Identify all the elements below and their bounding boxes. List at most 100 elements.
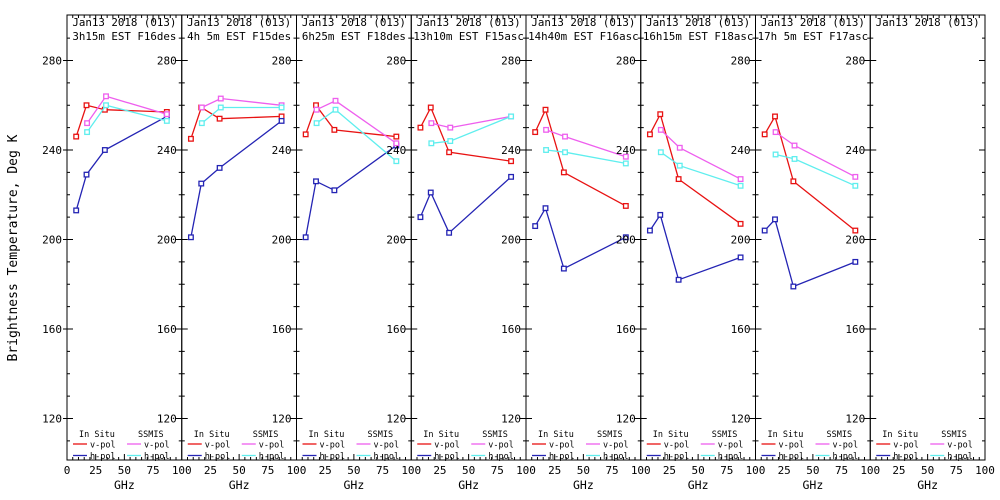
x-axis-title: GHz [573,478,594,492]
legend-insitu-header: In Situ [538,430,574,440]
y-tick-label: 240 [42,144,62,157]
x-tick-label: 50 [806,464,819,477]
x-tick-label: 25 [319,464,332,477]
y-tick-label: 280 [386,54,406,67]
legend-vpol-label: v-pol [549,441,575,451]
series-ssmis-v-pol-marker [543,126,550,133]
y-tick-label: 120 [845,412,865,425]
series-in-situ-h-pol-marker [737,254,744,261]
series-ssmis-v-pol-marker [393,140,400,147]
legend-hpol-label: h-pol [893,452,919,462]
panel-1: 120 160 200 240 280 0 25 50 75 100 GHz In Situ SSMIS… [42,14,192,492]
series-ssmis-h-pol-marker [332,106,339,113]
series-ssmis-h-pol-marker [278,104,285,111]
x-tick-label: 100 [516,464,536,477]
series-ssmis-h-pol-marker [737,182,744,189]
legend-insitu-header: In Situ [653,430,689,440]
x-tick-label: 25 [663,464,676,477]
series-in-situ-h-pol-line [419,176,512,234]
legend-hpol-label: h-pol [718,452,744,462]
series-in-situ-v-pol-marker [331,126,338,133]
y-tick-label: 160 [731,323,751,336]
legend-vpol-label: v-pol [434,441,460,451]
y-tick-label: 280 [616,54,636,67]
series-in-situ-v-pol-marker [790,178,797,185]
x-tick-label: 0 [64,464,71,477]
y-tick-label: 240 [501,144,521,157]
legend-vpol-label: v-pol [603,441,629,451]
x-tick-label: 50 [118,464,131,477]
series-in-situ-h-pol-marker [278,117,285,124]
y-tick-label: 120 [386,412,406,425]
series-in-situ-v-pol-line [190,106,282,140]
panel-title-line1: Jan13 2018 (013) [302,16,406,29]
series-in-situ-v-pol-marker [73,133,80,140]
legend-hpol-label: h-pol [549,452,575,462]
legend-ssmis-header: SSMIS [138,430,164,440]
y-tick-label: 160 [616,323,636,336]
legend-hpol-label: h-pol [320,452,346,462]
y-tick-label: 280 [157,54,177,67]
x-axis-title: GHz [917,478,938,492]
x-tick-label: 75 [950,464,963,477]
panel-title-line2: 6h25m EST F18des [302,30,406,43]
legend-ssmis-header: SSMIS [712,430,738,440]
panel-title-line1: Jan13 2018 (013) [187,16,291,29]
panel-title-line1: Jan13 2018 (013) [72,16,176,29]
series-ssmis-h-pol-marker [852,182,859,189]
series-in-situ-h-pol-marker [216,164,223,171]
legend-vpol-label: v-pol [205,441,231,451]
y-tick-label: 160 [157,323,177,336]
series-in-situ-h-pol-marker [198,180,205,187]
series-ssmis-h-pol-marker [313,120,320,127]
series-in-situ-h-pol-marker [622,234,629,241]
y-tick-label: 240 [616,144,636,157]
series-ssmis-v-pol-line [86,95,167,124]
series-in-situ-h-pol-marker [73,207,80,214]
series-in-situ-v-pol-marker [646,131,653,138]
y-tick-label: 120 [501,412,521,425]
y-tick-label: 240 [731,144,751,157]
series-in-situ-v-pol-marker [427,104,434,111]
series-in-situ-v-pol-line [764,114,856,232]
y-tick-label: 160 [845,323,865,336]
legend-insitu-header: In Situ [768,430,804,440]
x-tick-label: 100 [631,464,651,477]
series-in-situ-h-pol-marker [675,276,682,283]
series-in-situ-v-pol-marker [772,113,778,120]
x-tick-label: 75 [720,464,733,477]
series-in-situ-h-pol-marker [187,234,194,241]
series-ssmis-v-pol-line [660,129,741,180]
series-in-situ-v-pol-marker [216,115,223,122]
x-tick-label: 75 [491,464,504,477]
legend-insitu-header: In Situ [423,430,459,440]
series-ssmis-h-pol-marker [543,147,550,153]
legend-vpol-label: v-pol [893,441,919,451]
legend-hpol-label: h-pol [434,452,460,462]
panel-title-line2: 16h15m EST F18asc [643,30,754,43]
y-tick-label: 120 [731,412,751,425]
series-ssmis-v-pol-line [775,131,856,178]
series-ssmis-v-pol-marker [198,104,205,111]
legend-vpol-label: v-pol [374,441,400,451]
legend-hpol-label: h-pol [144,452,170,462]
x-tick-label: 100 [860,464,880,477]
x-tick-label: 100 [401,464,421,477]
y-tick-label: 240 [845,144,865,157]
y-tick-label: 280 [501,54,521,67]
x-axis-title: GHz [343,478,364,492]
series-in-situ-h-pol-line [305,144,397,238]
x-axis-title: GHz [458,478,479,492]
panel-title-line2: 3h15m EST F16des [72,30,176,43]
y-tick-label: 160 [42,323,62,336]
